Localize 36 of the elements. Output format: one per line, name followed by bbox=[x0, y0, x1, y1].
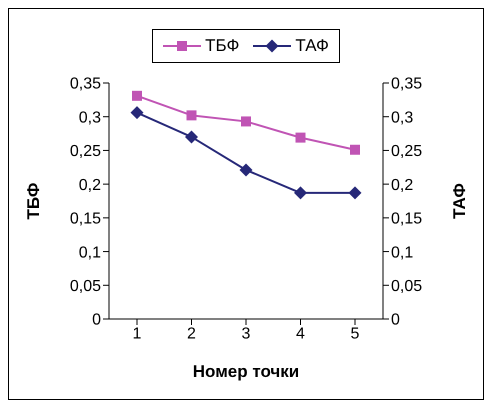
y2-tick-label: 0 bbox=[391, 312, 400, 329]
x-tick-label: 2 bbox=[187, 325, 196, 342]
y2-tick-label: 0,15 bbox=[391, 210, 422, 228]
point bbox=[185, 130, 198, 144]
y2-tick-label: 0,05 bbox=[391, 278, 422, 295]
y2-tick-label: 0,25 bbox=[391, 143, 422, 160]
y2-tick-label: 0,3 bbox=[391, 109, 414, 126]
x-axis-title: Номер точки bbox=[192, 362, 300, 381]
y-tick-label: 0,15 bbox=[70, 210, 102, 228]
y-tick-label: 0 bbox=[92, 312, 102, 329]
point bbox=[350, 144, 360, 155]
point bbox=[240, 163, 252, 176]
y-axis-title: ТБФ bbox=[24, 182, 44, 220]
point bbox=[132, 90, 142, 101]
legend-label: ТАФ bbox=[295, 36, 329, 56]
y-tick-label: 0,35 bbox=[70, 76, 102, 93]
y-tick-label: 0,3 bbox=[78, 109, 102, 126]
x-tick-label: 3 bbox=[242, 325, 251, 342]
y2-tick-label: 0,35 bbox=[391, 76, 422, 93]
point bbox=[348, 186, 362, 200]
y-tick-label: 0,2 bbox=[78, 176, 102, 194]
point bbox=[241, 116, 251, 126]
point bbox=[296, 132, 306, 143]
y-tick-label: 0,05 bbox=[70, 278, 102, 295]
point bbox=[294, 186, 307, 200]
legend-label: ТБФ bbox=[205, 36, 240, 56]
y2-axis-title: ТАФ bbox=[450, 183, 470, 219]
y2-tick-label: 0,1 bbox=[391, 244, 414, 262]
y-tick-label: 0,25 bbox=[70, 143, 102, 160]
point bbox=[130, 106, 144, 120]
point bbox=[186, 110, 196, 120]
x-tick-label: 4 bbox=[296, 325, 306, 342]
y2-tick-label: 0,2 bbox=[391, 176, 414, 194]
x-tick-label: 1 bbox=[132, 325, 142, 342]
x-tick-label: 5 bbox=[350, 325, 360, 342]
y-tick-label: 0,1 bbox=[78, 244, 102, 262]
